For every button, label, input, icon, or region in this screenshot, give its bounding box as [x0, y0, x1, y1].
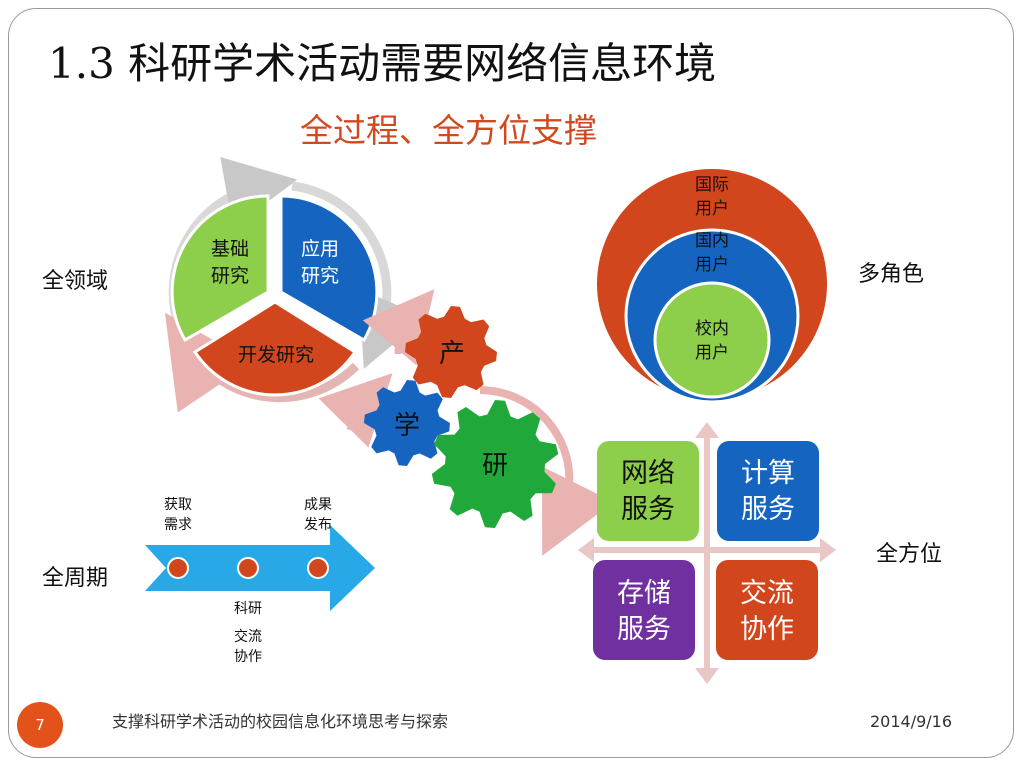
- timeline-node-3: [307, 557, 329, 579]
- slide-subtitle: 全过程、全方位支撑: [300, 111, 597, 150]
- footer-text: 支撑科研学术活动的校园信息化环境思考与探索: [112, 712, 449, 731]
- industry-gear-label: 产: [439, 339, 465, 369]
- lifecycle-timeline: 获取 需求 成果 发布 科研 交流 协作: [145, 497, 375, 665]
- basic-research-segment: [170, 194, 270, 343]
- basic-research-label-2: 研究: [211, 265, 249, 287]
- compute-service-label-2: 服务: [741, 494, 795, 525]
- timeline-acquire-label-2: 需求: [164, 517, 192, 533]
- timeline-publish-label-1: 成果: [304, 497, 332, 513]
- gear-research-shape: [431, 400, 559, 528]
- user-circles: 国际 用户 国内 用户 校内 用户: [597, 169, 827, 404]
- page-number-badge: 7: [17, 702, 63, 748]
- storage-service-label-1: 存储: [617, 578, 671, 609]
- gear-arrow-right: [479, 386, 614, 556]
- basic-research-label-1: 基础: [211, 238, 249, 260]
- label-domain: 全领域: [42, 269, 109, 294]
- timeline-acquire-label-1: 获取: [164, 497, 192, 513]
- domestic-users-label-1: 国内: [695, 231, 729, 251]
- international-users-label-1: 国际: [695, 175, 729, 195]
- label-lifecycle: 全周期: [42, 566, 109, 591]
- slide-frame: [8, 8, 1014, 758]
- network-service-box: [597, 441, 699, 541]
- domestic-users-label-2: 用户: [695, 255, 729, 275]
- gear-arrow-left: [318, 373, 393, 448]
- campus-users-circle: [653, 281, 771, 399]
- research-cycle: 基础 研究 应用 研究 开发研究: [164, 157, 426, 413]
- research-gear-label: 研: [482, 451, 508, 481]
- timeline-arrow: [145, 525, 375, 611]
- storage-service-label-2: 服务: [617, 614, 671, 645]
- storage-service-box: [593, 560, 695, 660]
- gears-group: 产 学 研: [318, 289, 614, 556]
- services-quadrant: 网络 服务 计算 服务 存储 服务 交流 协作: [578, 422, 836, 684]
- timeline-publish-label-2: 发布: [304, 517, 332, 533]
- gear-arrow-top: [362, 289, 435, 366]
- label-all-directions: 全方位: [876, 542, 943, 567]
- timeline-node-2: [237, 557, 259, 579]
- compute-service-label-1: 计算: [741, 458, 795, 489]
- timeline-node-1: [167, 557, 189, 579]
- timeline-exchange-label-1: 交流: [234, 628, 262, 645]
- network-service-label-1: 网络: [621, 458, 675, 489]
- development-research-segment: [192, 300, 358, 397]
- timeline-exchange-label-2: 协作: [234, 649, 262, 665]
- slide-title: 1.3 科研学术活动需要网络信息环境: [48, 39, 717, 88]
- compute-service-box: [717, 441, 819, 541]
- gear-study-shape: [364, 380, 450, 466]
- campus-users-label-1: 校内: [695, 319, 729, 339]
- quadrant-arrow-up: [695, 422, 719, 438]
- gear-industry-shape: [405, 306, 497, 398]
- footer-date: 2014/9/16: [870, 712, 953, 731]
- research-gear: [431, 400, 559, 528]
- timeline-research-label: 科研: [234, 601, 262, 617]
- network-service-label-2: 服务: [621, 494, 675, 525]
- label-roles: 多角色: [858, 262, 925, 287]
- international-users-label-2: 用户: [695, 199, 729, 219]
- study-gear-label: 学: [394, 411, 420, 441]
- collaboration-box: [716, 560, 818, 660]
- collaboration-label-1: 交流: [740, 578, 794, 609]
- study-gear: [364, 380, 450, 466]
- applied-research-label-1: 应用: [301, 238, 339, 260]
- development-research-label: 开发研究: [238, 344, 314, 366]
- campus-users-label-2: 用户: [695, 343, 729, 363]
- quadrant-arrow-left: [578, 538, 594, 562]
- quadrant-arrow-down: [695, 668, 719, 684]
- quadrant-arrow-right: [820, 538, 836, 562]
- collaboration-label-2: 协作: [740, 614, 794, 645]
- industry-gear: [405, 306, 497, 398]
- applied-research-label-2: 研究: [301, 265, 339, 287]
